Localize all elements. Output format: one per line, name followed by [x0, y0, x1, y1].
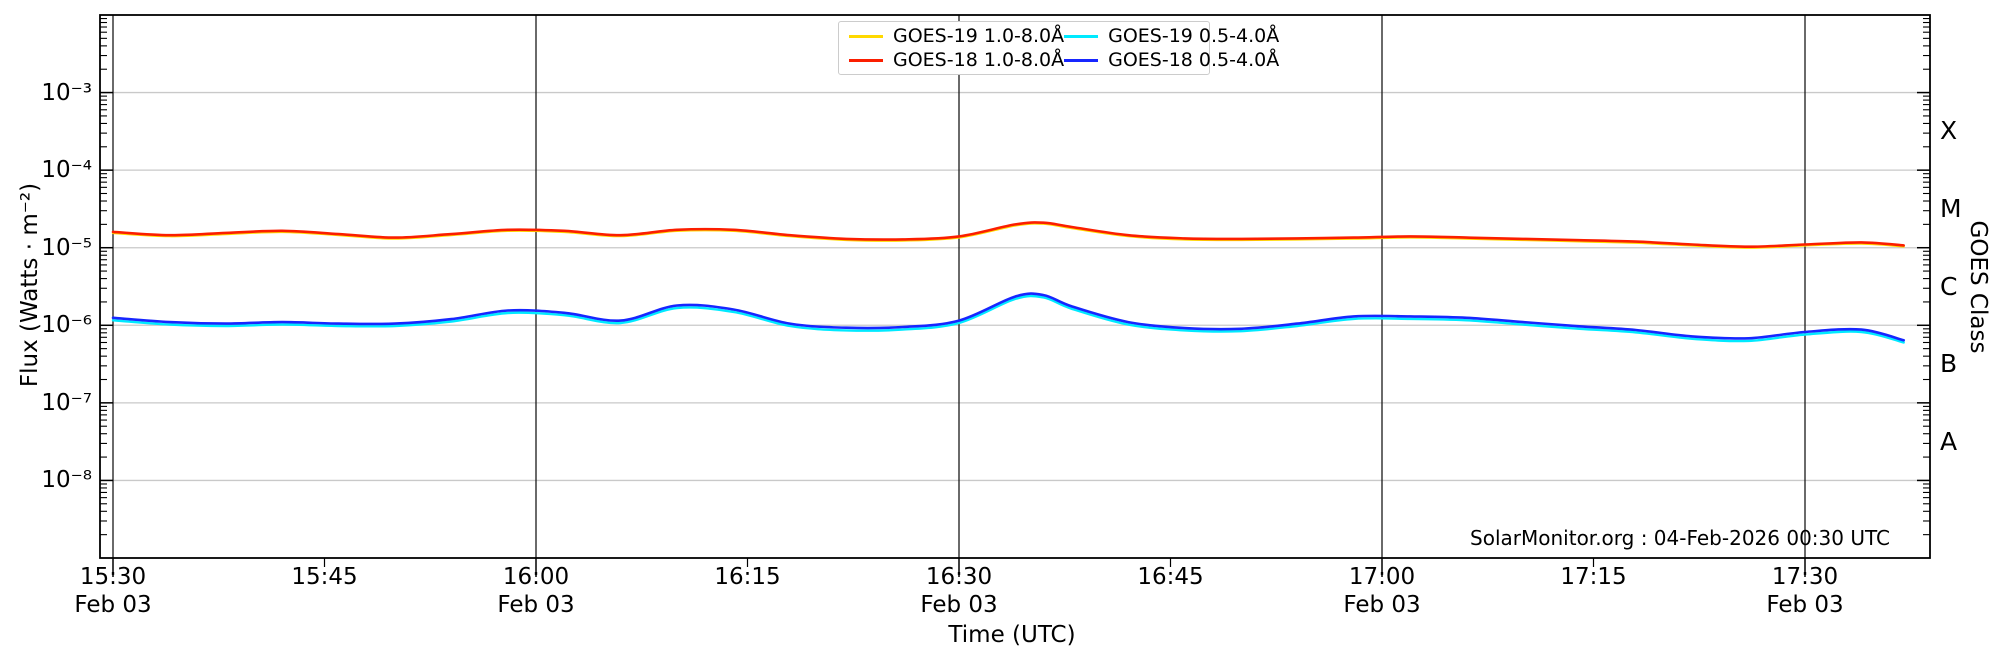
- x-tick-date: Feb 03: [74, 592, 152, 618]
- x-tick-label: 15:30: [79, 564, 147, 590]
- legend-swatch-line: [849, 34, 883, 38]
- x-tick-label: 15:45: [291, 564, 358, 590]
- y-tick-label: 10⁻⁵: [41, 234, 92, 261]
- legend-item: GOES-19 0.5-4.0Å: [1064, 25, 1279, 47]
- legend-label: GOES-19 0.5-4.0Å: [1108, 25, 1280, 47]
- y-tick-label: 10⁻⁷: [41, 389, 92, 416]
- y-tick-label: 10⁻⁴: [41, 157, 92, 184]
- y-axis-label: Flux (Watts · m⁻²): [17, 182, 43, 388]
- legend-label: GOES-18 0.5-4.0Å: [1108, 49, 1280, 71]
- attribution-text: SolarMonitor.org : 04-Feb-2026 00:30 UTC: [1470, 526, 1890, 550]
- goes-class-label: A: [1940, 426, 1958, 456]
- x-tick-date: Feb 03: [1766, 592, 1844, 618]
- legend: GOES-19 1.0-8.0Å GOES-18 1.0-8.0Å GOES-19 …: [838, 21, 1279, 75]
- x-tick-label: 17:30: [1771, 564, 1839, 590]
- legend-item: GOES-18 0.5-4.0Å: [1064, 49, 1279, 71]
- x-axis-label: Time (UTC): [948, 622, 1076, 648]
- legend-label: GOES-18 1.0-8.0Å: [893, 49, 1065, 71]
- y-tick-label: 10⁻⁶: [41, 312, 92, 339]
- goes-class-label: M: [1940, 193, 1962, 223]
- series-line-3: [111, 294, 1905, 344]
- legend-item: GOES-18 1.0-8.0Å: [849, 49, 1064, 71]
- y-tick-label: 10⁻⁸: [41, 467, 92, 494]
- x-tick-date: Feb 03: [497, 592, 575, 618]
- series-line-2: [111, 221, 1905, 248]
- legend-item: GOES-19 1.0-8.0Å: [849, 25, 1064, 47]
- goes-class-label: C: [1940, 271, 1958, 301]
- goes-class-label: B: [1940, 349, 1958, 379]
- x-tick-label: 16:15: [714, 564, 781, 590]
- legend-swatch-line: [1064, 58, 1099, 62]
- legend-label: GOES-19 1.0-8.0Å: [893, 25, 1065, 47]
- legend-swatch-line: [849, 58, 883, 62]
- x-tick-date: Feb 03: [920, 592, 998, 618]
- x-tick-label: 16:00: [502, 564, 570, 590]
- x-tick-date: Feb 03: [1343, 592, 1421, 618]
- x-tick-label: 16:45: [1137, 564, 1204, 590]
- series-line-4: [111, 292, 1905, 342]
- x-tick-label: 16:30: [925, 564, 993, 590]
- x-tick-label: 17:00: [1348, 564, 1416, 590]
- x-tick-label: 17:15: [1560, 564, 1627, 590]
- right-axis-label: GOES Class: [1965, 220, 1991, 354]
- y-tick-label: 10⁻³: [41, 79, 92, 106]
- legend-swatch-line: [1064, 34, 1099, 38]
- goes-class-label: X: [1940, 116, 1958, 146]
